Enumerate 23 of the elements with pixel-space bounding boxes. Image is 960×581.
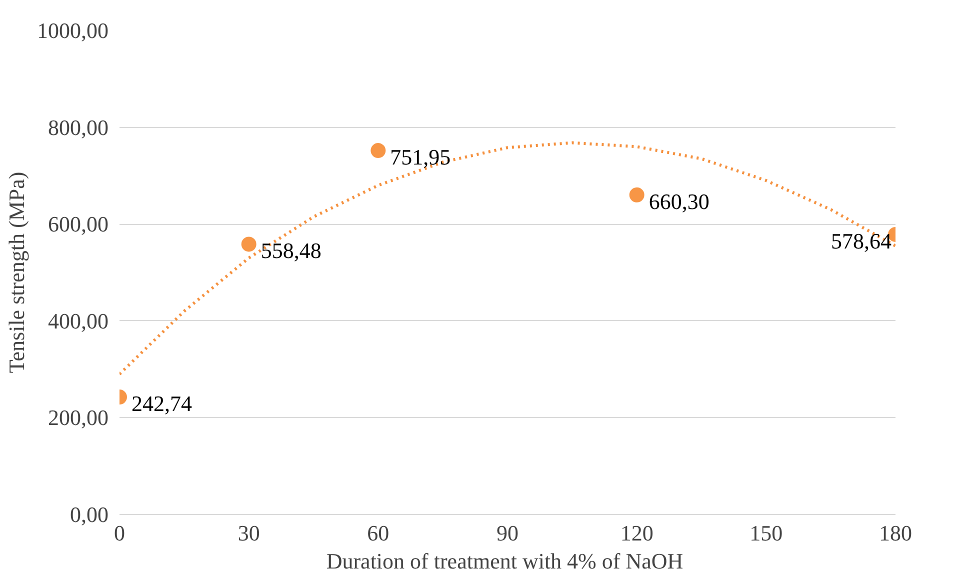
y-tick-label: 400,00 — [48, 308, 108, 334]
point — [241, 236, 256, 252]
x-tick-label: 30 — [238, 520, 260, 546]
point — [370, 143, 386, 158]
y-tick-label: 0,00 — [70, 502, 108, 527]
x-tick-label: 180 — [879, 520, 912, 546]
data-label: 558,48 — [260, 238, 322, 264]
x-tick-label: 0 — [114, 520, 125, 546]
x-tick-label: 60 — [367, 520, 390, 546]
x-axis-title: Duration of treatment with 4% of NaOH — [326, 548, 684, 574]
data-label: 751,95 — [390, 144, 451, 170]
line-series — [120, 141, 896, 376]
y-tick-label: 800,00 — [48, 114, 108, 140]
x-tick-label: 120 — [620, 520, 654, 546]
y-axis-title: Tensile strength (MPa) — [4, 172, 29, 374]
data-label: 660,30 — [648, 188, 710, 214]
x-tick-label: 90 — [496, 520, 518, 546]
y-tick-label: 600,00 — [48, 212, 108, 237]
y-tick-label: 200,00 — [48, 405, 108, 430]
x-tick-label: 150 — [750, 520, 783, 546]
y-tick-label: 1000,00 — [37, 18, 108, 43]
data-label: 242,74 — [132, 391, 192, 416]
data-label: 578,64 — [831, 228, 892, 254]
